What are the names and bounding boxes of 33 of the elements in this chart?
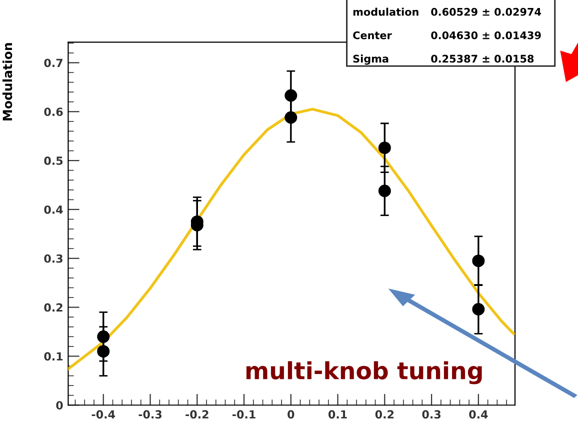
y-tick-label: 0.2 [44, 303, 62, 312]
y-axis-title: Modulation [2, 43, 12, 120]
x-tick-label: -0.2 [186, 410, 208, 419]
x-tick-label: 0.3 [422, 410, 441, 419]
y-tick-label: 0.5 [44, 156, 63, 165]
point [378, 184, 391, 198]
x-tick-label: 0 [288, 410, 294, 419]
point [284, 111, 298, 124]
point [378, 142, 391, 154]
text: 0.60529 ± 0.02974 [431, 8, 541, 16]
x-tick-label: -0.3 [138, 410, 162, 419]
x-tick-label: -0.4 [92, 410, 116, 419]
point [97, 330, 110, 343]
text: modulation [353, 8, 418, 16]
text: Center [353, 31, 392, 40]
point [97, 345, 110, 358]
annotation: 0.25387 ± 0.0158 [431, 54, 534, 63]
y-tick-label: 0.3 [44, 254, 62, 263]
y-tick-label: 0.4 [44, 205, 63, 214]
y-tick-label: 0.7 [44, 58, 62, 68]
point [284, 89, 298, 102]
y-tick-label: 0.1 [44, 352, 63, 361]
point [472, 303, 485, 316]
annotation: Sigma [353, 54, 388, 65]
y-tick-label: 0 [56, 401, 63, 410]
point [472, 254, 485, 268]
x-tick-label: 0.2 [375, 410, 394, 419]
y-tick-label: 0.6 [44, 108, 63, 116]
annotation: multi-knob tuning [246, 361, 482, 384]
x-tick-label: -0.1 [232, 410, 256, 419]
text: 0.04630 ± 0.01439 [431, 31, 541, 40]
x-tick-label: 0.1 [328, 410, 347, 419]
x-tick-label: 0.4 [469, 410, 488, 419]
